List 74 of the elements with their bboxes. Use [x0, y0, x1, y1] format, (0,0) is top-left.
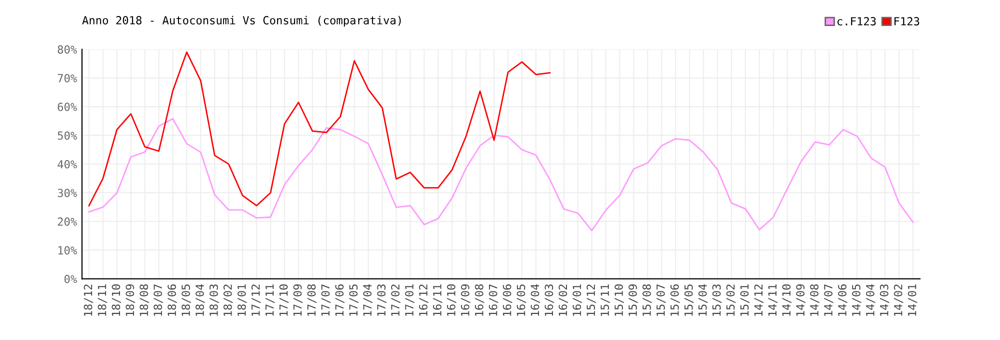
x-tick-label: 17/08 — [307, 284, 317, 316]
x-tick-label: 15/12 — [586, 284, 596, 316]
x-tick-label: 15/05 — [684, 284, 694, 316]
x-tick-label: 18/02 — [224, 284, 233, 316]
x-tick-label: 17/10 — [279, 284, 289, 316]
x-tick-label: 14/03 — [880, 284, 890, 316]
x-tick-label: 14/12 — [754, 284, 764, 316]
x-tick-label: 16/05 — [516, 284, 526, 316]
x-tick-label: 17/06 — [335, 284, 345, 316]
x-tick-label: 14/04 — [866, 284, 876, 316]
y-tick-label: 30% — [58, 188, 77, 198]
x-tick-label: 16/02 — [558, 284, 568, 316]
line-series — [88, 51, 551, 206]
x-tick-label: 16/12 — [419, 284, 428, 316]
x-tick-label: 16/11 — [433, 284, 442, 316]
x-tick-label: 18/04 — [196, 284, 205, 316]
y-tick-label: 20% — [58, 217, 77, 226]
x-tick-label: 14/01 — [908, 284, 918, 316]
x-tick-label: 16/08 — [474, 284, 484, 316]
y-tick-label: 0% — [64, 274, 77, 284]
x-tick-label: 14/07 — [824, 284, 834, 316]
y-tick-label: 40% — [58, 160, 77, 168]
x-tick-label: 18/11 — [98, 284, 108, 316]
x-tick-label: 17/12 — [251, 284, 261, 316]
line-series — [88, 118, 914, 232]
x-tick-label: 15/02 — [726, 284, 736, 316]
x-tick-label: 18/07 — [154, 284, 163, 316]
x-tick-label: 17/05 — [349, 284, 358, 316]
x-tick-label: 18/09 — [126, 284, 136, 316]
x-tick-label: 18/12 — [84, 284, 94, 316]
x-tick-label: 17/07 — [321, 284, 331, 316]
legend-label: F123 — [894, 17, 920, 26]
x-tick-label: 15/03 — [712, 284, 722, 316]
x-tick-label: 14/05 — [852, 284, 862, 316]
x-tick-label: 15/04 — [698, 284, 708, 316]
x-tick-label: 17/09 — [293, 284, 303, 316]
y-tick-label: 50% — [58, 131, 77, 140]
x-tick-label: 15/08 — [642, 284, 652, 316]
x-tick-label: 14/11 — [768, 284, 778, 316]
y-tick-label: 70% — [58, 74, 77, 82]
y-tick-label: 10% — [58, 246, 77, 255]
x-tick-label: 17/02 — [391, 284, 400, 316]
x-tick-label: 18/06 — [168, 284, 177, 316]
x-tick-label: 16/03 — [544, 284, 554, 316]
x-tick-label: 16/10 — [446, 284, 456, 316]
x-tick-label: 17/01 — [405, 284, 414, 316]
x-tick-label: 15/01 — [740, 284, 750, 316]
x-tick-label: 18/08 — [140, 284, 149, 316]
x-tick-label: 16/07 — [488, 284, 498, 316]
x-tick-label: 18/03 — [210, 284, 219, 316]
x-tick-label: 15/09 — [628, 284, 638, 316]
x-tick-label: 17/04 — [363, 284, 372, 316]
chart-title: Anno 2018 - Autoconsumi Vs Consumi (comparativa) — [82, 16, 401, 27]
x-tick-label: 18/05 — [182, 284, 191, 316]
x-tick-label: 14/06 — [838, 284, 848, 316]
x-tick-label: 16/09 — [460, 284, 470, 316]
y-tick-label: 80% — [58, 45, 77, 54]
x-tick-label: 17/03 — [377, 284, 386, 316]
y-tick-label: 60% — [58, 102, 77, 112]
x-tick-label: 15/06 — [670, 284, 680, 316]
x-tick-label: 16/04 — [530, 284, 540, 316]
x-tick-label: 15/10 — [614, 284, 624, 316]
x-tick-label: 16/06 — [502, 284, 512, 316]
x-tick-label: 15/11 — [600, 284, 610, 316]
legend-label: c.F123 — [838, 17, 876, 26]
x-tick-label: 14/02 — [894, 284, 904, 316]
x-tick-label: 14/10 — [782, 284, 792, 316]
x-tick-label: 18/01 — [237, 284, 247, 316]
x-tick-label: 18/10 — [112, 284, 122, 316]
x-tick-label: 14/08 — [810, 284, 820, 316]
x-tick-label: 17/11 — [266, 284, 275, 316]
x-tick-label: 14/09 — [796, 284, 806, 316]
x-tick-label: 15/07 — [656, 284, 666, 316]
x-tick-label: 16/01 — [572, 284, 582, 316]
